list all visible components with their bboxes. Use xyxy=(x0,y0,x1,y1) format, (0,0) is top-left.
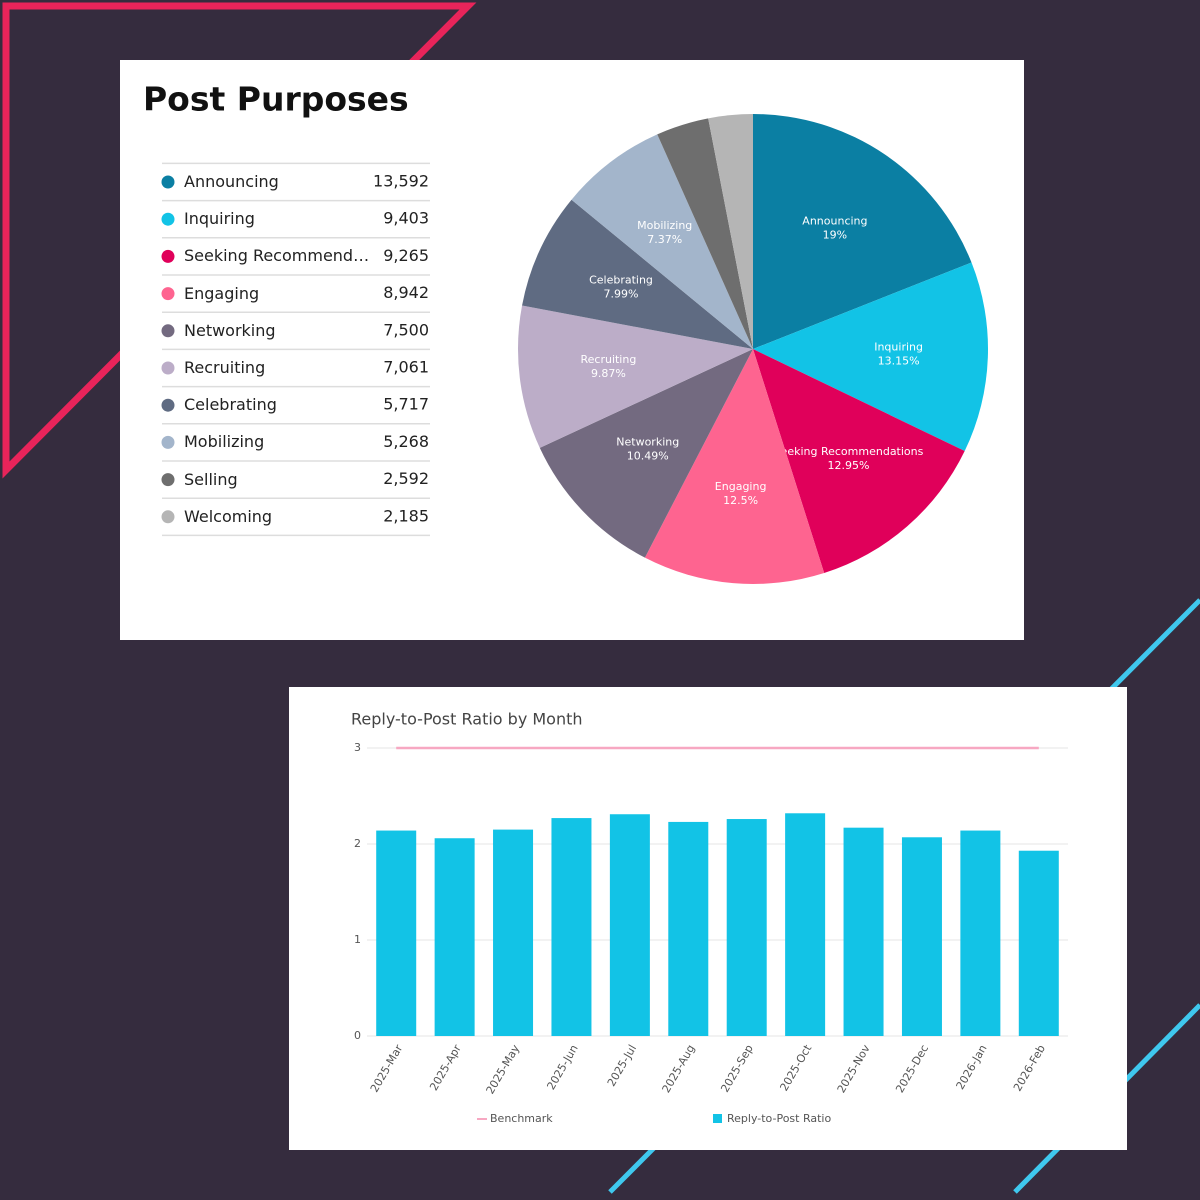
legend-value: 5,268 xyxy=(383,432,429,451)
legend-value: 7,061 xyxy=(383,358,429,377)
bar xyxy=(609,814,650,1036)
slice-label: Inquiring xyxy=(874,340,923,353)
y-tick-label: 1 xyxy=(354,933,361,946)
pie-slice xyxy=(708,114,753,349)
slice-label: Mobilizing xyxy=(637,219,692,232)
slice-percent: 9.87% xyxy=(591,367,626,380)
bar xyxy=(1018,850,1059,1036)
legend-label: Benchmark xyxy=(490,1112,553,1125)
y-tick-label: 2 xyxy=(354,837,361,850)
legend-marker xyxy=(161,473,175,487)
chart-title: Reply-to-Post Ratio by Month xyxy=(351,710,583,729)
legend-value: 2,185 xyxy=(383,506,429,525)
bar xyxy=(960,830,1001,1036)
pie-slice xyxy=(539,349,753,558)
legend-marker xyxy=(161,361,175,375)
legend-value: 8,942 xyxy=(383,283,429,302)
pie-slice xyxy=(753,349,965,573)
bar xyxy=(376,830,417,1036)
legend-label: Recruiting xyxy=(184,358,266,377)
pie-slice xyxy=(753,262,989,452)
slice-percent: 7.99% xyxy=(604,287,639,300)
bar xyxy=(668,821,709,1036)
pie-slice xyxy=(571,134,753,349)
legend-label: Networking xyxy=(184,320,276,340)
pie-slice xyxy=(657,118,753,349)
chart-title: Post Purposes xyxy=(143,80,409,119)
legend-label-box: Celebrating xyxy=(184,395,277,415)
slice-percent: 12.95% xyxy=(828,459,870,472)
pie-slice xyxy=(518,305,753,448)
bar xyxy=(785,813,826,1036)
legend-marker xyxy=(161,175,175,189)
legend-label-box: Welcoming xyxy=(184,506,273,526)
legend-label: Seeking Recommendations xyxy=(184,246,376,266)
legend-label-box: Networking xyxy=(184,320,276,340)
legend-label-box: Inquiring xyxy=(184,209,255,229)
y-tick-label: 0 xyxy=(354,1029,361,1042)
legend-label-box: Announcing xyxy=(184,172,279,191)
legend-label-box: Recruiting xyxy=(184,358,266,377)
legend-value: 9,265 xyxy=(383,246,429,265)
legend-marker xyxy=(161,510,175,524)
slice-label: Seeking Recommendations xyxy=(774,445,924,458)
legend-label: Mobilizing xyxy=(184,432,265,452)
slice-percent: 19% xyxy=(823,229,847,242)
legend-label-box: Selling xyxy=(184,469,238,489)
legend-marker xyxy=(161,287,175,301)
legend-label: Engaging xyxy=(184,283,260,303)
legend-label-box: Mobilizing xyxy=(184,432,265,452)
y-tick-label: 3 xyxy=(354,741,361,754)
legend-label-box: Seeking Recommendations xyxy=(184,246,376,266)
legend-value: 2,592 xyxy=(383,469,429,488)
slice-label: Announcing xyxy=(802,215,867,228)
slice-percent: 13.15% xyxy=(878,354,920,367)
legend-marker xyxy=(713,1114,722,1123)
legend-marker xyxy=(161,398,175,412)
slice-percent: 12.5% xyxy=(723,494,758,507)
legend-label: Reply-to-Post Ratio xyxy=(727,1112,831,1125)
slice-label: Engaging xyxy=(715,480,767,493)
bar xyxy=(901,837,942,1036)
legend-value: 7,500 xyxy=(383,320,429,339)
bar xyxy=(434,838,475,1036)
slice-label: Celebrating xyxy=(589,273,653,286)
legend-marker xyxy=(161,324,175,338)
legend-value: 5,717 xyxy=(383,395,429,414)
bar xyxy=(843,827,884,1036)
legend-marker xyxy=(161,249,175,263)
pie-slice xyxy=(522,199,753,349)
legend-label: Inquiring xyxy=(184,209,255,229)
slice-label: Networking xyxy=(616,436,679,449)
legend-value: 13,592 xyxy=(373,172,429,191)
bar xyxy=(493,829,534,1036)
legend-marker xyxy=(161,435,175,449)
legend-value: 9,403 xyxy=(383,209,429,228)
slice-percent: 7.37% xyxy=(647,233,682,246)
bar xyxy=(551,818,592,1036)
slice-label: Recruiting xyxy=(580,353,636,366)
legend-label-box: Engaging xyxy=(184,283,260,303)
legend-label: Announcing xyxy=(184,172,279,191)
pie-slice xyxy=(644,349,825,584)
legend-label: Welcoming xyxy=(184,506,273,526)
slice-percent: 10.49% xyxy=(627,450,669,463)
legend-label: Selling xyxy=(184,469,238,489)
bar xyxy=(726,819,767,1036)
legend-label: Celebrating xyxy=(184,395,277,415)
pie-slice xyxy=(753,114,972,349)
legend-marker xyxy=(161,212,175,226)
